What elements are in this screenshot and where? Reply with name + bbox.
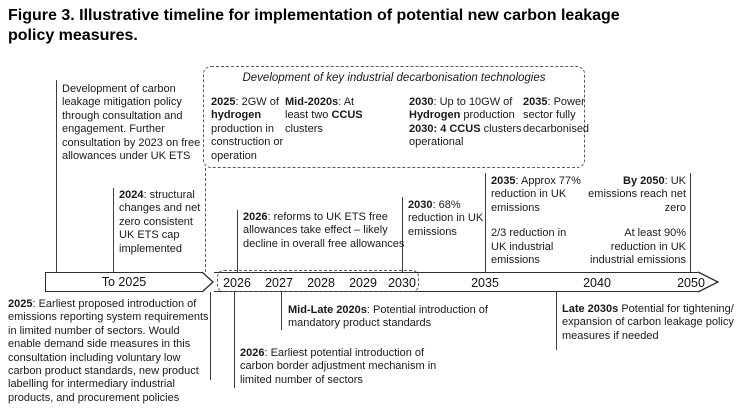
axis-band bbox=[214, 272, 700, 292]
note-2026-cbam: 2026: Earliest potential introduction of… bbox=[240, 347, 437, 386]
tech-col-2025-hydrogen: 2025: 2GW of hydrogen production in cons… bbox=[211, 96, 284, 162]
note-late-2030s-tightening: Late 2030s Potential for tightening/ exp… bbox=[562, 303, 734, 342]
connector-2024 bbox=[113, 188, 114, 272]
tech-col-2030-line1: 2030: Up to 10GW of Hydrogen production bbox=[409, 96, 515, 122]
tech-col-mid2020s-ccus: Mid-2020s: At least two CCUS clusters bbox=[285, 96, 363, 135]
tech-development-box: Development of key industrial decarbonis… bbox=[203, 66, 589, 168]
figure-title-line1: Figure 3. Illustrative timeline for impl… bbox=[8, 7, 620, 24]
milestone-2050-line2: At least 90% reduction in UK industrial … bbox=[590, 227, 686, 267]
connector-2026-cbam bbox=[234, 292, 235, 388]
note-2025-reporting: 2025: Earliest proposed introduction of … bbox=[8, 298, 209, 404]
axis-year-2050: 2050 bbox=[677, 276, 705, 290]
milestone-2050-netzero: By 2050: UK emissions reach net zero At … bbox=[586, 175, 686, 267]
axis-to-2025-box: To 2025 bbox=[45, 272, 203, 292]
connector-left-note bbox=[56, 80, 57, 292]
milestone-2024: 2024: structural changes and net zero co… bbox=[119, 189, 201, 255]
figure-title-line2: policy measures. bbox=[8, 27, 138, 44]
axis-break-chevron-icon bbox=[201, 271, 214, 293]
tech-box-title: Development of key industrial decarbonis… bbox=[242, 72, 546, 84]
axis-year-2040: 2040 bbox=[583, 276, 611, 290]
axis-year-2029: 2029 bbox=[349, 276, 377, 290]
connector-2050 bbox=[690, 173, 691, 272]
connector-2030 bbox=[402, 197, 403, 272]
connector-techbox-dashed bbox=[205, 168, 206, 272]
tech-col-2030-line2: 2030: 4 CCUS clusters operational bbox=[409, 122, 522, 149]
axis-arrowhead-icon bbox=[698, 271, 720, 293]
milestone-2026-reforms: 2026: reforms to UK ETS free allowances … bbox=[243, 211, 405, 250]
axis-2026-2030-dashed-rect bbox=[217, 270, 419, 292]
milestone-2035-line2: 2/3 reduction in UK industrial emissions bbox=[491, 227, 567, 267]
connector-2035 bbox=[485, 173, 486, 272]
connector-late-2030s bbox=[556, 292, 557, 350]
axis-year-2026: 2026 bbox=[223, 276, 251, 290]
milestone-2035-line1: 2035: Approx 77% reduction in UK emissio… bbox=[491, 175, 581, 214]
connector-2025-bottom bbox=[210, 292, 211, 380]
note-consultation: Development of carbon leakage mitigation… bbox=[62, 83, 201, 163]
axis-year-2028: 2028 bbox=[307, 276, 335, 290]
axis-year-2030: 2030 bbox=[388, 276, 416, 290]
figure-title: Figure 3. Illustrative timeline for impl… bbox=[8, 6, 728, 46]
tech-col-2030-hydrogen-ccus: 2030: Up to 10GW of Hydrogen production … bbox=[409, 96, 525, 150]
note-midlate-2020s-standards: Mid-Late 2020s: Potential introduction o… bbox=[288, 304, 488, 330]
milestone-2050-line1: By 2050: UK emissions reach net zero bbox=[588, 175, 686, 214]
axis-to-2025-label: To 2025 bbox=[101, 275, 147, 289]
milestone-2035-reduction: 2035: Approx 77% reduction in UK emissio… bbox=[491, 175, 581, 267]
connector-2026-reforms bbox=[237, 210, 238, 272]
milestone-2030-reduction: 2030: 68% reduction in UK emissions bbox=[408, 199, 484, 238]
axis-year-2035: 2035 bbox=[471, 276, 499, 290]
tech-col-2035-power: 2035: Power sector fully decarbonised bbox=[523, 96, 590, 135]
connector-midlate-2020s bbox=[281, 292, 282, 330]
axis-year-2027: 2027 bbox=[265, 276, 293, 290]
